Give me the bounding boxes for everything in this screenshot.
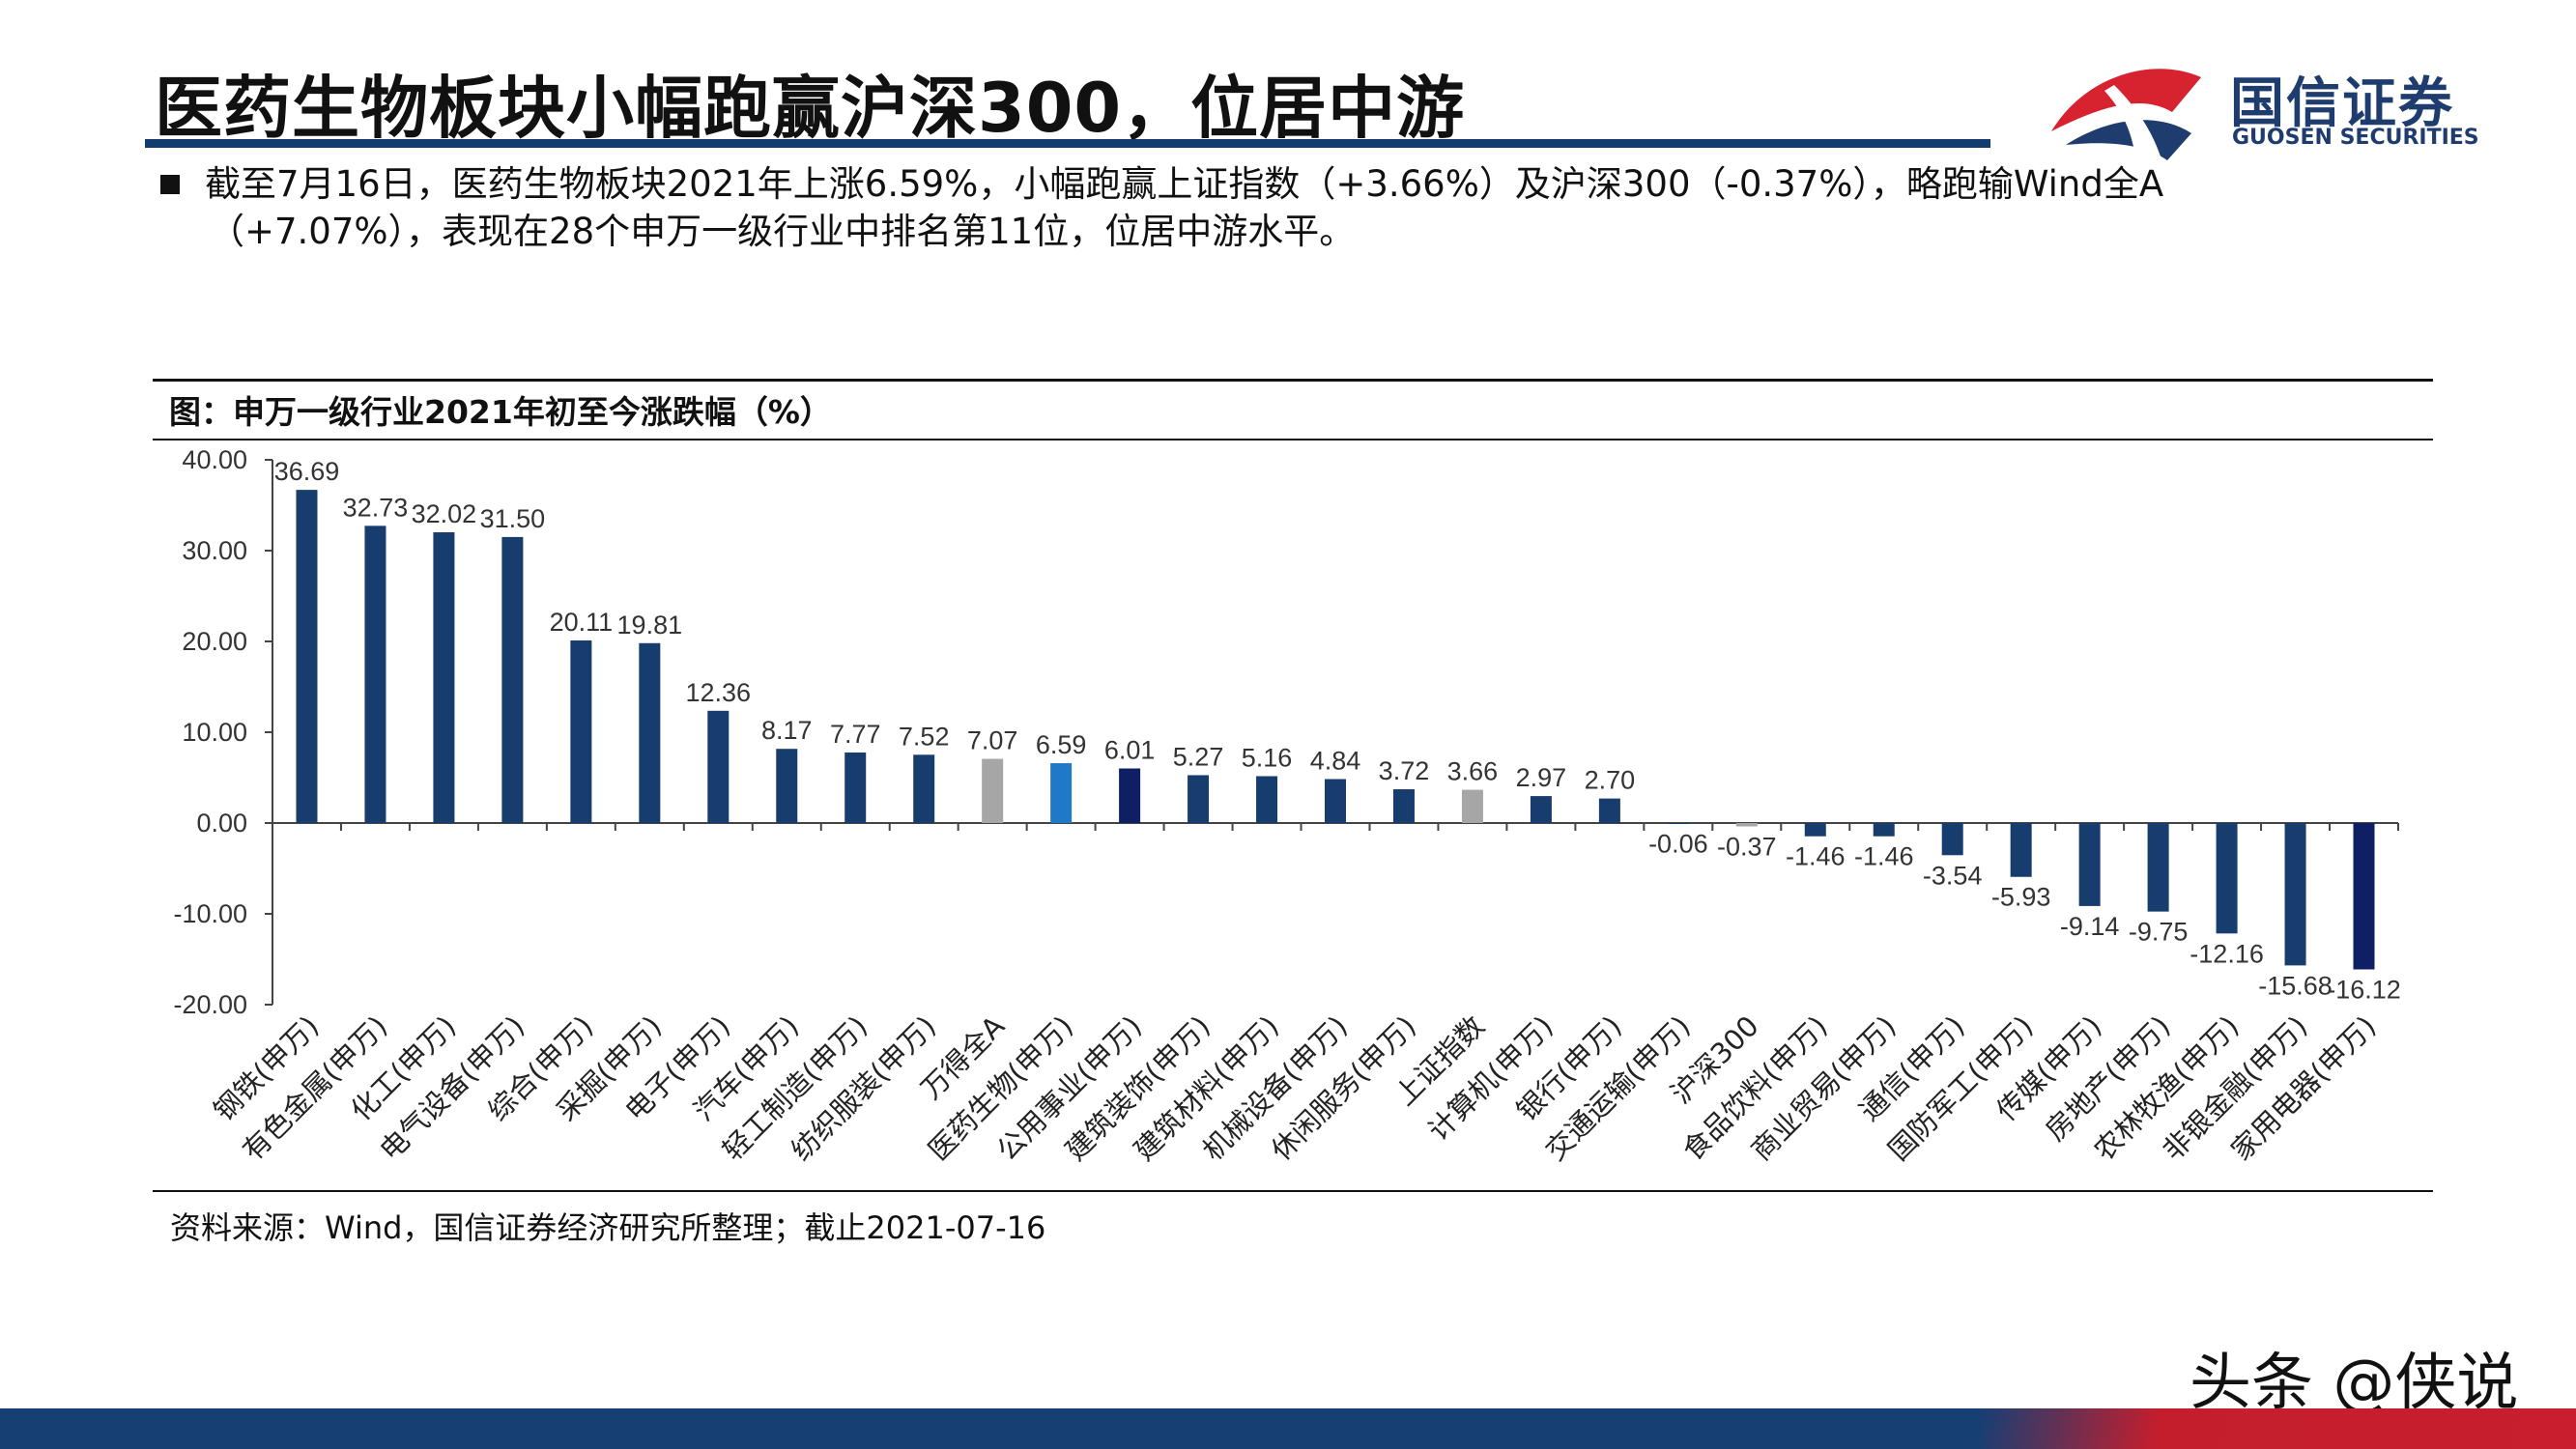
bar [2353, 823, 2375, 970]
bar [1530, 796, 1552, 823]
bar-value-label: -5.93 [1991, 883, 2051, 912]
bullet-square-icon [160, 175, 180, 194]
bar [433, 532, 455, 823]
guosen-logo-icon [2051, 69, 2201, 160]
bar-value-label: 3.66 [1447, 757, 1499, 786]
bar [844, 752, 867, 823]
bar-value-label: 3.72 [1379, 756, 1430, 785]
bar [913, 754, 935, 823]
bar-value-label: 7.77 [830, 720, 881, 749]
bar [1119, 768, 1141, 823]
figure-bottom-rule [153, 1190, 2433, 1192]
bar-value-label: 32.73 [343, 493, 409, 522]
footer-accent [1981, 1408, 2576, 1449]
y-tick-label: -20.00 [173, 990, 247, 1019]
bar-value-label: 5.16 [1242, 743, 1293, 772]
figure-title-rule [153, 439, 2433, 440]
y-tick-label: 20.00 [182, 627, 247, 656]
bar [364, 526, 386, 823]
bar [501, 536, 524, 823]
bar-value-label: 7.52 [899, 722, 950, 751]
bar-value-label: -0.37 [1717, 832, 1777, 861]
y-tick-label: 30.00 [182, 536, 247, 565]
bar-value-label: -16.12 [2327, 976, 2401, 1005]
y-tick-label: -10.00 [173, 899, 247, 928]
summary-text: 截至7月16日，医药生物板块2021年上涨6.59%，小幅跑赢上证指数（+3.6… [205, 160, 2282, 255]
bar-value-label: 8.17 [761, 716, 813, 745]
logo-company-name-en: GUOSEN SECURITIES [2232, 126, 2479, 150]
bar-value-label: -9.14 [2060, 912, 2120, 941]
bar-value-label: 32.02 [412, 499, 477, 528]
bar [1050, 763, 1073, 823]
bar-value-label: 20.11 [550, 608, 614, 637]
bar-value-label: 36.69 [274, 457, 340, 486]
bar [776, 749, 798, 823]
bar-value-label: -15.68 [2258, 971, 2333, 1000]
company-logo: 国信证券 GUOSEN SECURITIES [2046, 56, 2530, 162]
bar-value-label: -1.46 [1854, 842, 1914, 871]
bar-value-label: 2.97 [1516, 763, 1567, 792]
bar [1325, 779, 1346, 823]
bar [2216, 823, 2238, 934]
bar [2284, 823, 2306, 966]
bar-value-label: 12.36 [686, 678, 752, 707]
bar-value-label: 6.59 [1036, 730, 1087, 759]
bar [1735, 823, 1758, 827]
bar-value-label: -0.06 [1648, 830, 1708, 859]
bar [2078, 823, 2101, 906]
bar-value-label: -3.54 [1923, 861, 1983, 890]
bar [639, 642, 661, 823]
bar-value-label: 31.50 [480, 504, 546, 533]
bar [296, 490, 318, 823]
title-underline [145, 139, 1990, 148]
bar [570, 639, 592, 823]
bar [1256, 776, 1278, 823]
watermark: 头条 @侠说 [2190, 1348, 2519, 1419]
bar-value-label: 19.81 [617, 611, 683, 639]
bar [1804, 823, 1826, 837]
figure-top-rule [153, 379, 2433, 382]
y-tick-label: 40.00 [182, 445, 247, 474]
logo-company-name: 国信证券 [2230, 72, 2454, 135]
summary-line-1: 截至7月16日，医药生物板块2021年上涨6.59%，小幅跑赢上证指数（+3.6… [205, 163, 2164, 205]
summary-line-2: （+7.07%），表现在28个申万一级行业中排名第11位，位居中游水平。 [209, 211, 1356, 252]
figure-title: 图：申万一级行业2021年初至今涨跌幅（%） [169, 393, 832, 431]
page-title: 医药生物板块小幅跑赢沪深300，位居中游 [155, 69, 1466, 148]
y-tick-label: 0.00 [196, 809, 247, 838]
bar-value-label: -12.16 [2190, 939, 2264, 968]
bar-value-label: 6.01 [1104, 736, 1156, 765]
bar [707, 710, 730, 823]
bar-value-label: 4.84 [1310, 747, 1361, 776]
bar [1188, 775, 1210, 823]
bar [982, 758, 1004, 823]
bar-value-label: -1.46 [1786, 842, 1846, 871]
bar [1941, 823, 1963, 856]
bar-value-label: 7.07 [967, 726, 1018, 755]
bar [1598, 798, 1620, 823]
bar-value-label: 2.70 [1585, 766, 1636, 795]
bar [1461, 789, 1483, 823]
bar [1667, 823, 1689, 824]
bar [2010, 823, 2032, 877]
y-tick-label: 10.00 [182, 718, 247, 747]
figure-source: 资料来源：Wind，国信证券经济研究所整理；截止2021-07-16 [170, 1209, 1046, 1246]
bar [1392, 789, 1415, 823]
bar [1873, 823, 1895, 837]
bar-value-label: -9.75 [2129, 918, 2189, 947]
bar [2147, 823, 2169, 912]
bar-value-label: 5.27 [1173, 742, 1224, 771]
